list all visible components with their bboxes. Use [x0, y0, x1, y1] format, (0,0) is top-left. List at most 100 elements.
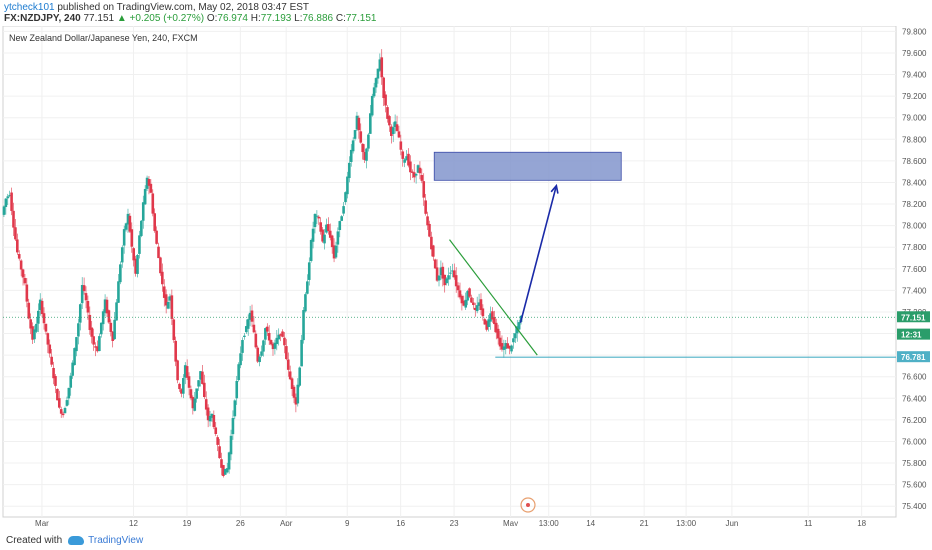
candle-body [498, 337, 502, 347]
candle-body [470, 297, 473, 303]
author-link[interactable]: ytcheck101 [4, 2, 55, 13]
y-axis: 79.800 79.600 79.400 79.200 79.000 78.800 78.6… [897, 27, 930, 511]
chart-area[interactable]: 79.800 79.600 79.400 79.200 79.000 78.800 78.6… [0, 25, 932, 528]
x-tick-label: 11 [804, 519, 813, 526]
tradingview-logo[interactable]: TradingView [68, 535, 143, 546]
candle-body [292, 386, 296, 398]
candle-body [273, 342, 277, 349]
candle-body [161, 271, 164, 285]
open-value: 76.974 [217, 13, 248, 24]
candle-body [69, 375, 73, 388]
close-label: C: [335, 13, 346, 24]
candle-body [115, 302, 118, 321]
x-tick-label: 23 [450, 519, 459, 526]
candle-body [355, 115, 359, 130]
candle-body [77, 323, 80, 337]
candle-body [334, 245, 338, 258]
x-tick-label: 14 [586, 519, 595, 526]
candle-body [349, 149, 353, 163]
candle-body [155, 230, 158, 244]
publish-line: ytcheck101 published on TradingView.com,… [4, 2, 928, 13]
candle-body [50, 356, 53, 365]
candle-body [40, 300, 44, 315]
event-marker-icon[interactable] [520, 497, 536, 513]
candle-body [508, 345, 511, 349]
candle-body [391, 127, 395, 135]
candle-body [388, 116, 391, 126]
candle-body [323, 234, 326, 244]
candle-body [225, 468, 229, 473]
candle-body [239, 353, 242, 366]
candle-body [260, 351, 263, 356]
x-tick-label: Mar [35, 519, 49, 526]
candle-body [306, 281, 309, 294]
candle-body [487, 319, 490, 327]
candle-body [99, 322, 103, 335]
candle-body [244, 326, 248, 333]
price-chart[interactable]: 79.800 79.600 79.400 79.200 79.000 78.800 78.6… [0, 25, 932, 528]
candle-body [182, 378, 185, 394]
candle-body [101, 311, 105, 325]
candle-body [54, 376, 57, 386]
candle-body [92, 336, 95, 345]
candle-body [468, 288, 471, 297]
candle-body [201, 371, 204, 384]
candle-body [248, 312, 252, 320]
candle-body [269, 340, 273, 345]
candle-body [435, 267, 439, 281]
candle-body [348, 162, 351, 179]
candle-body [502, 346, 506, 350]
candle-body [19, 260, 23, 270]
x-tick-label: Jun [725, 519, 738, 526]
candle-body [412, 172, 416, 178]
candle-body [29, 319, 32, 329]
candle-body [361, 143, 364, 153]
candle-body [285, 346, 288, 360]
candle-body [275, 337, 279, 345]
candle-body [178, 383, 181, 390]
x-tick-label: 13:00 [539, 519, 560, 526]
candle-body [399, 141, 403, 150]
candle-body [483, 319, 487, 325]
candle-body [431, 245, 435, 257]
candle-body [191, 397, 195, 409]
candle-body [514, 333, 517, 339]
candle-body [183, 365, 187, 378]
x-tick-label: 21 [640, 519, 649, 526]
x-axis: Mar 12 19 26 Apr 9 16 23 May 13:00 14 21 13:00 Jun 11 1… [35, 519, 867, 528]
candle-body [458, 290, 462, 298]
candle-body [31, 326, 34, 340]
candle-body [88, 314, 92, 330]
candle-body [315, 215, 319, 217]
candle-body [12, 210, 15, 228]
price-label-box [897, 328, 930, 340]
candle-body [418, 167, 422, 174]
candle-body [56, 388, 59, 401]
candle-body [153, 213, 156, 231]
candle-body [44, 323, 48, 332]
candle-body [46, 333, 50, 345]
y-tick-label: 79.600 [902, 49, 927, 58]
candle-body [143, 188, 147, 205]
candle-body [378, 59, 382, 71]
candle-body [338, 221, 342, 231]
candle-body [420, 175, 424, 181]
open-label: O: [206, 13, 218, 24]
candle-body [130, 229, 134, 247]
candle-body [136, 255, 139, 274]
candle-body [376, 68, 380, 79]
candle-body [220, 459, 223, 468]
plot-frame [2, 25, 897, 518]
created-with-text: Created with [6, 534, 63, 546]
candle-body [369, 113, 372, 134]
candle-body [141, 202, 145, 221]
ohlc-line: FX:NZDJPY, 240 77.151 ▲ +0.205 (+0.27%) … [4, 13, 928, 24]
x-tick-label: 26 [236, 519, 245, 526]
candle-body [48, 344, 52, 354]
candle-body [332, 245, 336, 259]
candle-body [222, 465, 225, 476]
candle-body [214, 427, 218, 435]
candle-body [246, 319, 250, 329]
candle-body [57, 398, 61, 408]
candle-body [451, 270, 454, 272]
